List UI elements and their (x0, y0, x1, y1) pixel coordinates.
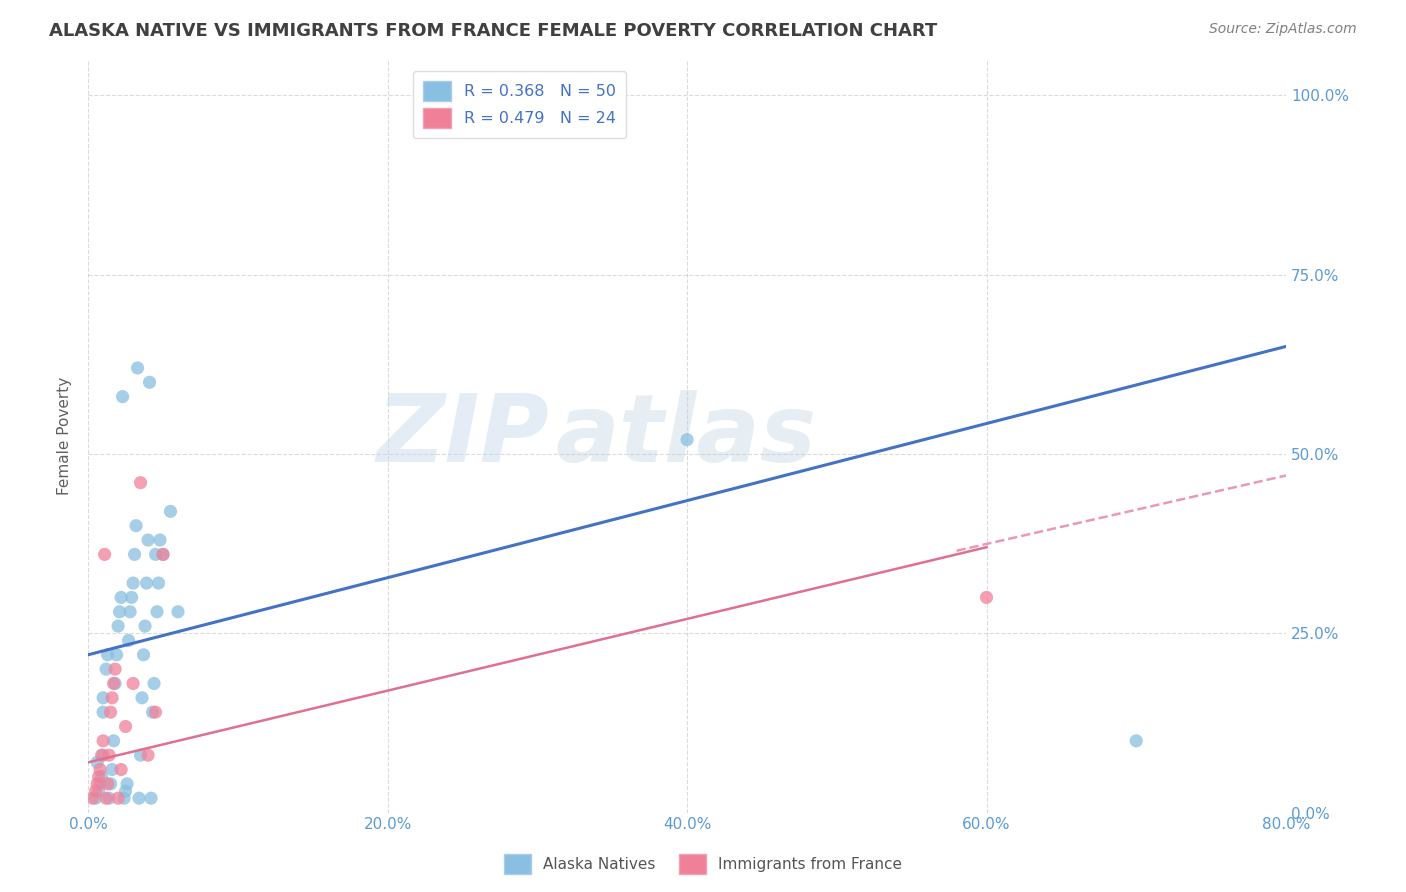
Point (143, 676, 166, 690)
Point (167, 605, 190, 619)
Point (103, 734, 125, 748)
Point (108, 605, 131, 619)
Point (100, 705, 122, 719)
Point (134, 619, 156, 633)
Point (110, 591, 132, 605)
Point (120, 605, 142, 619)
Point (122, 676, 145, 690)
Point (152, 548, 174, 562)
Point (676, 433, 699, 447)
Point (131, 690, 153, 705)
Point (100, 777, 122, 791)
Point (86, 756, 108, 770)
Point (139, 791, 162, 805)
Point (138, 376, 160, 390)
Point (111, 390, 134, 404)
Point (115, 777, 138, 791)
Point (146, 605, 169, 619)
Point (101, 690, 124, 705)
Point (1125, 734, 1147, 748)
Legend: R = 0.368   N = 50, R = 0.479   N = 24: R = 0.368 N = 50, R = 0.479 N = 24 (413, 71, 626, 138)
Point (145, 548, 167, 562)
Point (145, 705, 167, 719)
Point (141, 705, 163, 719)
Point (94, 791, 117, 805)
Point (84, 791, 107, 805)
Point (149, 533, 172, 547)
Point (129, 475, 152, 490)
Point (91, 690, 114, 705)
Point (159, 504, 181, 518)
Point (91, 705, 114, 719)
Point (82, 791, 104, 805)
Point (122, 576, 145, 591)
Point (128, 791, 150, 805)
Text: ALASKA NATIVE VS IMMIGRANTS FROM FRANCE FEMALE POVERTY CORRELATION CHART: ALASKA NATIVE VS IMMIGRANTS FROM FRANCE … (49, 22, 938, 40)
Point (976, 591, 998, 605)
Point (94, 662, 117, 676)
Point (87, 770, 110, 784)
Point (86, 777, 108, 791)
Point (97, 648, 120, 662)
Point (127, 360, 149, 375)
Point (103, 676, 125, 690)
Point (87, 784, 110, 798)
Point (135, 576, 157, 591)
Point (136, 748, 159, 763)
Point (152, 548, 174, 562)
Point (114, 784, 136, 798)
Point (136, 533, 159, 547)
Y-axis label: Female Poverty: Female Poverty (58, 377, 72, 495)
Point (121, 591, 143, 605)
Point (91, 734, 114, 748)
Text: ZIP: ZIP (377, 390, 550, 482)
Point (90, 770, 112, 784)
Point (110, 763, 132, 777)
Point (97, 777, 120, 791)
Point (90, 748, 112, 763)
Point (91, 748, 114, 763)
Point (93, 548, 115, 562)
Point (89, 763, 111, 777)
Point (132, 648, 155, 662)
Point (104, 676, 127, 690)
Point (89, 777, 111, 791)
Point (112, 791, 135, 805)
Point (107, 619, 129, 633)
Point (148, 576, 170, 591)
Legend: Alaska Natives, Immigrants from France: Alaska Natives, Immigrants from France (498, 848, 908, 880)
Point (98, 748, 121, 763)
Point (98, 791, 121, 805)
Point (105, 648, 128, 662)
Point (101, 763, 124, 777)
Point (129, 748, 152, 763)
Point (84, 784, 107, 798)
Point (117, 633, 139, 648)
Text: atlas: atlas (555, 390, 817, 482)
Point (114, 719, 136, 733)
Point (124, 548, 146, 562)
Text: Source: ZipAtlas.com: Source: ZipAtlas.com (1209, 22, 1357, 37)
Point (107, 791, 129, 805)
Point (125, 518, 148, 533)
Point (104, 662, 127, 676)
